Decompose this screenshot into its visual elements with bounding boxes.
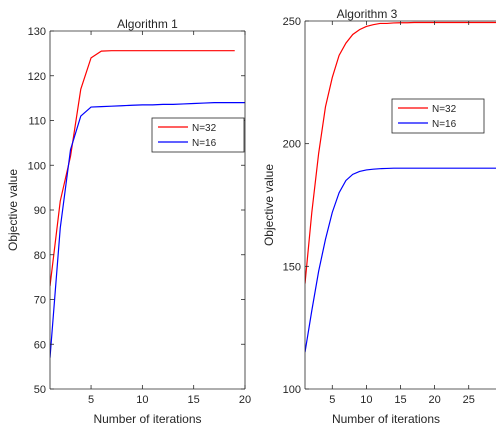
x-tick-label: 10 — [136, 394, 148, 406]
plot-area — [305, 21, 496, 389]
chart-2: 5 10 15 20 25 100 150 200 250 Algorithm 3 Number o… — [262, 7, 496, 426]
legend: N=32 N=16 — [391, 98, 485, 134]
y-axis-label: Objective value — [262, 164, 276, 246]
y-tick-label: 100 — [283, 384, 301, 396]
x-tick-label: 5 — [329, 394, 335, 406]
x-tick-label: 20 — [239, 394, 251, 406]
y-tick-label: 130 — [28, 26, 46, 38]
x-axis-label: Number of iterations — [93, 412, 201, 426]
y-tick-label: 70 — [34, 295, 46, 307]
y-tick-label: 50 — [34, 384, 46, 396]
legend-box — [151, 117, 245, 153]
series-line-n-32 — [50, 50, 235, 287]
y-axis-label: Objective value — [6, 169, 20, 251]
x-tick-label: 25 — [463, 394, 475, 406]
legend-label: N=32 — [192, 123, 217, 134]
legend-label: N=16 — [192, 138, 217, 149]
x-tick-label: 15 — [188, 394, 200, 406]
chart-title: Algorithm 1 — [117, 17, 178, 31]
legend-label: N=32 — [432, 104, 457, 115]
y-tick-label: 100 — [28, 160, 46, 172]
y-tick-label: 250 — [283, 16, 301, 28]
y-tick-label: 90 — [34, 205, 46, 217]
x-tick-label: 20 — [428, 394, 440, 406]
legend-label: N=16 — [432, 119, 457, 130]
x-axis-label: Number of iterations — [332, 412, 440, 426]
y-tick-label: 200 — [283, 139, 301, 151]
y-tick-label: 110 — [28, 116, 46, 128]
x-tick-label: 15 — [394, 394, 406, 406]
plot-area — [50, 31, 245, 389]
chart-1: 5 10 15 20 50 60 70 80 90 100 110 120 130 Algorithm 1… — [6, 17, 251, 426]
x-tick-label: 5 — [88, 394, 94, 406]
legend-box — [391, 98, 485, 134]
chart-title: Algorithm 3 — [337, 7, 398, 21]
series-line-n-16 — [50, 101, 245, 358]
legend: N=32 N=16 — [151, 117, 245, 153]
y-tick-label: 120 — [28, 71, 46, 83]
series-line-n-16 — [305, 167, 496, 353]
y-tick-label: 60 — [34, 339, 46, 351]
x-tick-label: 10 — [360, 394, 372, 406]
y-tick-label: 150 — [283, 261, 301, 273]
y-tick-label: 80 — [34, 250, 46, 262]
